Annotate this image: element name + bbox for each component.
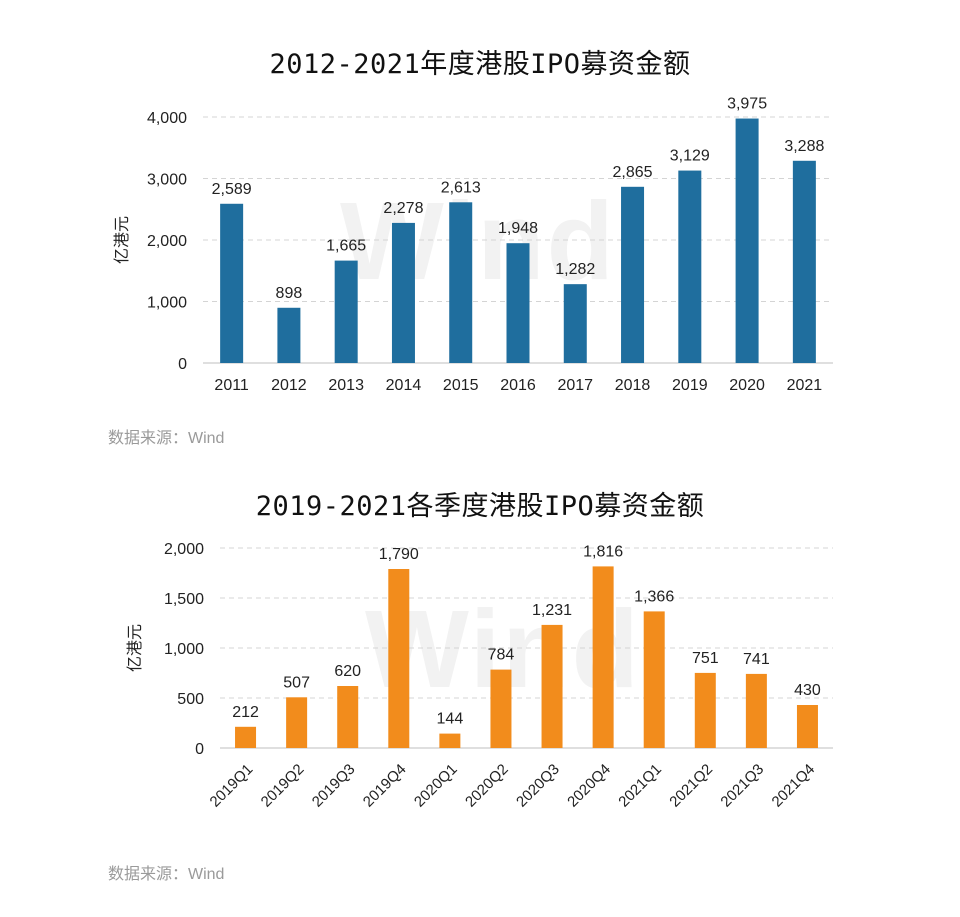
y-tick-label: 1,000 [147,295,187,312]
bar [678,170,702,363]
bar [506,243,530,363]
x-tick-label: 2019 [672,377,708,394]
y-tick-label: 2,000 [147,233,187,250]
data-label: 1,231 [532,602,572,619]
x-tick-label: 2015 [443,377,479,394]
data-label: 2,278 [383,200,423,217]
x-tick-label: 2020Q1 [411,761,461,811]
x-tick-label: 2021Q1 [615,761,665,811]
x-tick-label: 2021Q3 [717,761,767,811]
bar [388,569,410,748]
data-label: 741 [743,651,770,668]
bar [592,566,614,748]
bar [621,186,645,363]
x-tick-label: 2020Q4 [564,761,614,811]
y-axis-label: 亿港元 [126,624,144,672]
data-label: 212 [232,704,259,721]
y-tick-label: 0 [178,356,187,373]
x-tick-label: 2011 [214,377,249,394]
x-tick-label: 2013 [328,377,364,394]
chart-title: 2012-2021年度港股IPO募资金额 [269,49,691,80]
data-label: 1,665 [326,238,366,255]
data-source-note: 数据来源：Wind [108,866,225,883]
quarterly-ipo-chart-panel: Wind 2019-2021各季度港股IPO募资金额 0 500 1,000 1,50… [0,458,960,917]
x-tick-label: 2016 [500,377,536,394]
data-label: 1,282 [555,261,595,278]
chart-title: 2019-2021各季度港股IPO募资金额 [255,491,705,522]
x-tick-label: 2020Q3 [513,761,563,811]
bar [235,726,257,748]
bar [735,118,759,363]
bar [391,222,415,363]
x-tick-label: 2021Q4 [769,761,819,811]
x-tick-label: 2012 [271,377,307,394]
data-label: 620 [334,663,361,680]
bar [796,705,818,748]
data-label: 898 [276,285,303,302]
data-label: 2,613 [441,179,481,196]
x-tick-label: 2019Q4 [360,761,410,811]
y-tick-label: 500 [177,691,204,708]
x-tick-label: 2019Q3 [309,761,359,811]
data-label: 1,816 [583,543,623,560]
y-axis-label: 亿港元 [113,216,131,264]
bar [792,160,816,363]
data-label: 1,790 [379,546,419,563]
x-tick-label: 2020 [729,377,765,394]
bar [563,284,587,363]
y-tick-label: 1,500 [164,591,204,608]
y-tick-label: 3,000 [147,172,187,189]
bar [643,611,665,748]
data-label: 3,288 [784,138,824,155]
data-label: 3,975 [727,96,767,113]
annual-ipo-chart-panel: Wind 2012-2021年度港股IPO募资金额 0 1,000 2,000 3,0… [0,0,960,458]
bar [277,307,301,363]
bar [337,686,359,748]
x-tick-label: 2019Q2 [258,761,308,811]
data-label: 3,129 [670,148,710,165]
data-label: 784 [488,647,515,664]
bar [334,260,358,363]
data-label: 507 [283,674,310,691]
data-label: 2,865 [613,164,653,181]
data-label: 751 [692,650,719,667]
bar [220,203,244,363]
x-tick-label: 2020Q2 [462,761,512,811]
x-tick-label: 2019Q1 [207,761,257,811]
bar [286,697,308,748]
data-label: 2,589 [212,181,252,198]
data-label: 430 [794,682,821,699]
x-tick-label: 2014 [386,377,422,394]
data-label: 1,366 [634,588,674,605]
y-tick-label: 4,000 [147,110,187,127]
bar [694,672,716,748]
data-label: 1,948 [498,220,538,237]
bar [490,669,512,748]
bar [541,624,563,748]
annual-bar-chart: 0 1,000 2,000 3,000 4,000 亿港元 2,589 2011 898 2012… [113,96,833,394]
x-tick-label: 2018 [615,377,651,394]
x-tick-label: 2017 [557,377,593,394]
bar [439,733,461,748]
quarterly-bar-chart: 0 500 1,000 1,500 2,000 亿港元 212 2019Q1 507 2019Q2… [126,541,833,811]
x-tick-label: 2021 [787,377,823,394]
data-source-note: 数据来源：Wind [108,430,225,447]
y-tick-label: 1,000 [164,641,204,658]
bar [449,202,473,363]
bar [745,673,767,748]
y-tick-label: 0 [195,741,204,758]
y-tick-label: 2,000 [164,541,204,558]
data-label: 144 [437,711,464,728]
x-tick-label: 2021Q2 [666,761,716,811]
